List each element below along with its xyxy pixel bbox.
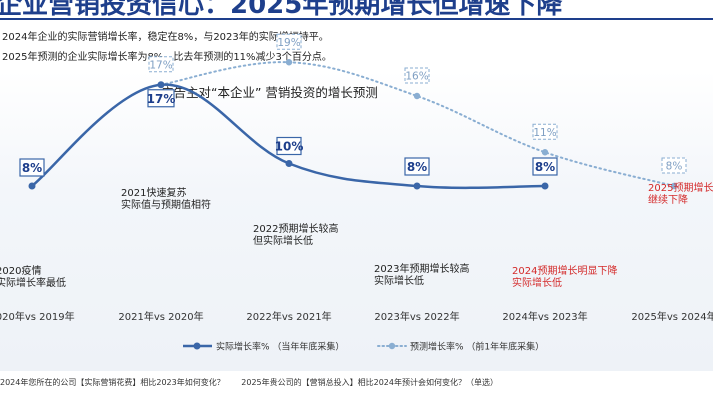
actual-line xyxy=(31,83,546,190)
chart-title: 广告主对“本企业” 营销投资的增长预测 xyxy=(161,85,378,100)
legend-actual-label: 实际增长率% （当年年底采集） xyxy=(216,341,344,353)
forecast-point xyxy=(670,182,678,190)
forecast-data-label: 8% xyxy=(666,161,683,173)
forecast-label-box xyxy=(661,157,687,174)
annotation: 2024预期增长明显下降实际增长低 xyxy=(512,264,617,289)
annotation-line: 实际增长率最低 xyxy=(0,276,66,289)
actual-data-label: 8% xyxy=(535,160,555,174)
footer-question-2: 2025年贵公司的【营销总投入】相比2024年预计会如何变化？（单选） xyxy=(241,378,498,387)
forecast-data-label: 16% xyxy=(405,71,428,83)
actual-point xyxy=(285,160,293,167)
forecast-line xyxy=(160,61,675,187)
actual-data-label: 8% xyxy=(22,161,42,175)
forecast-label-box xyxy=(532,123,558,140)
annotation-line: 继续下降 xyxy=(648,193,688,206)
footer-note: 2024年您所在的公司【实际营销花费】相比2023年如何变化？ 2025年贵公司… xyxy=(0,377,512,388)
annotation-line: 2023年预期增长较高 xyxy=(374,262,469,275)
actual-data-label: 17% xyxy=(147,92,176,106)
actual-label-box xyxy=(276,136,302,156)
actual-point xyxy=(157,81,165,89)
annotation-line: 实际值与预期值相符 xyxy=(121,198,211,211)
annotation-line: 2025预期增长 xyxy=(648,181,713,194)
annotation-line: 2022预期增长较高 xyxy=(253,222,338,235)
actual-label-box xyxy=(147,89,175,108)
forecast-data-label: 11% xyxy=(533,127,556,139)
forecast-label-box xyxy=(148,56,174,73)
x-tick-label: 2024年vs 2023年 xyxy=(502,310,587,323)
footer-question-1: 2024年您所在的公司【实际营销花费】相比2023年如何变化？ xyxy=(0,378,225,387)
x-tick-label: 2025年vs 2024年 xyxy=(631,310,713,323)
forecast-point xyxy=(541,149,549,156)
annotation-line: 但实际增长低 xyxy=(253,234,313,247)
annotation-line: 实际增长低 xyxy=(512,276,562,289)
actual-point xyxy=(413,182,421,190)
legend-actual-marker xyxy=(193,342,201,350)
x-tick-label: 2022年vs 2021年 xyxy=(246,310,331,323)
legend-forecast-marker xyxy=(388,342,396,350)
actual-data-label: 10% xyxy=(275,140,304,154)
annotation: 2025预期增长继续下降 xyxy=(648,181,713,206)
annotation: 2021快速复苏实际值与预期值相符 xyxy=(121,186,211,211)
actual-label-box xyxy=(404,157,430,176)
annotation-line: 2020疫情 xyxy=(0,264,41,277)
forecast-point xyxy=(413,92,421,100)
actual-point xyxy=(28,182,36,190)
annotation: 2022预期增长较高但实际增长低 xyxy=(253,222,338,247)
annotation: 2023年预期增长较高实际增长低 xyxy=(374,262,469,287)
actual-data-label: 8% xyxy=(407,160,427,174)
actual-label-box xyxy=(532,157,558,176)
chart-panel xyxy=(0,71,713,371)
actual-point xyxy=(541,182,549,190)
forecast-label-box xyxy=(404,67,430,84)
x-tick-label: 2021年vs 2020年 xyxy=(118,310,203,323)
annotation: 2020疫情实际增长率最低 xyxy=(0,264,66,289)
x-tick-label: 2020年vs 2019年 xyxy=(0,310,75,323)
actual-label-box xyxy=(19,158,45,177)
title-band: 企业营销投资信心：2025年预期增长但增速下降 xyxy=(0,0,713,20)
annotation-line: 实际增长低 xyxy=(374,274,424,287)
title-rule xyxy=(0,18,713,20)
annotation-line: 2024预期增长明显下降 xyxy=(512,264,617,277)
annotation-line: 2021快速复苏 xyxy=(121,186,186,199)
forecast-point xyxy=(285,59,293,66)
forecast-data-label: 17% xyxy=(149,59,172,71)
forecast-label-box xyxy=(276,33,302,50)
x-tick-label: 2023年vs 2022年 xyxy=(374,310,459,323)
legend-forecast-label: 预测增长率% （前1年年底采集） xyxy=(410,341,544,353)
page-title: 企业营销投资信心：2025年预期增长但增速下降 xyxy=(0,0,563,20)
note-1: 2024年企业的实际营销增长率，稳定在8%，与2023年的实际增幅持平。 xyxy=(2,32,329,43)
forecast-data-label: 19% xyxy=(277,37,300,49)
